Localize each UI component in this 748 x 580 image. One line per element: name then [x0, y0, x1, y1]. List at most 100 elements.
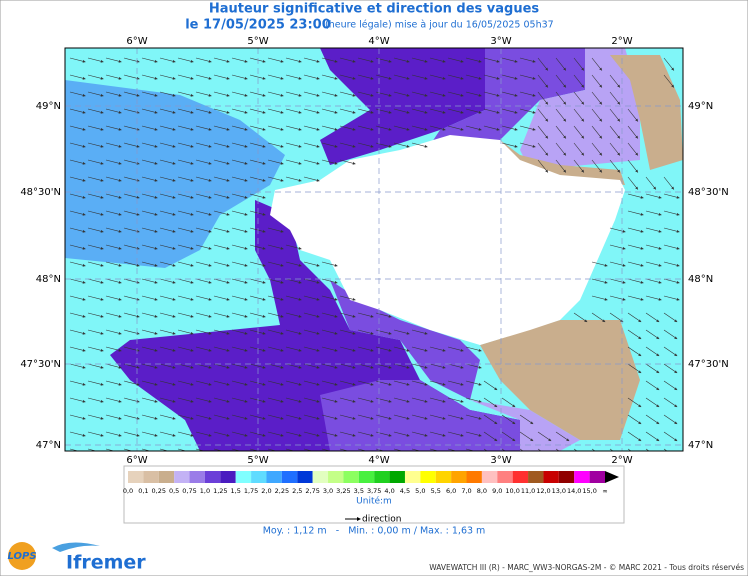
direction-arrow	[267, 380, 284, 386]
direction-arrow	[213, 397, 230, 403]
colorbar-label: 2,25	[275, 487, 289, 495]
arrow-head	[82, 280, 86, 284]
arrow-head	[406, 399, 410, 403]
colorbar-label: 8,0	[477, 487, 487, 495]
direction-arrow	[267, 244, 284, 250]
arrow-head	[208, 161, 212, 165]
direction-arrow	[303, 329, 320, 335]
direction-arrow	[69, 227, 86, 233]
direction-arrow	[267, 261, 284, 267]
arrow-head	[334, 93, 338, 97]
direction-arrow	[267, 108, 284, 114]
arrow-head	[640, 195, 644, 199]
swatch	[435, 471, 452, 483]
arrow-head	[280, 178, 284, 182]
arrow-head	[388, 433, 392, 437]
arrow-head	[172, 416, 176, 420]
arrow-head	[82, 212, 86, 216]
direction-arrow	[303, 397, 320, 403]
arrow-head	[599, 67, 602, 71]
sea-dark	[320, 48, 490, 165]
arrow-head	[512, 438, 516, 442]
direction-arrow	[87, 74, 104, 80]
direction-arrow	[411, 329, 428, 335]
arrow-head	[656, 370, 660, 374]
direction-arrow	[663, 363, 678, 374]
arrow-head	[442, 76, 446, 80]
direction-arrow	[87, 125, 104, 131]
arrow-head	[581, 67, 584, 71]
swatch	[128, 471, 144, 483]
arrow-head	[388, 416, 392, 420]
direction-arrow	[393, 431, 410, 437]
arrow-head	[280, 314, 284, 318]
arrow-head	[100, 195, 104, 199]
direction-arrow	[357, 414, 374, 420]
arrow-head	[352, 382, 356, 386]
arrow-head	[226, 416, 230, 420]
direction-arrow	[627, 397, 642, 408]
direction-arrow	[195, 91, 212, 97]
direction-arrow	[339, 74, 356, 80]
direction-arrow	[267, 159, 284, 165]
arrow-head	[478, 365, 482, 369]
arrow-head	[226, 161, 230, 165]
arrow-head	[226, 348, 230, 352]
arrow-head	[658, 212, 662, 216]
direction-arrow	[483, 414, 498, 425]
arrow-head	[226, 212, 230, 216]
direction-arrow	[231, 57, 248, 63]
arrow-head	[334, 382, 338, 386]
arrow-head	[406, 416, 410, 420]
arrow-head	[460, 93, 464, 97]
arrow-head	[640, 280, 644, 284]
colorbar-label: 3,25	[336, 487, 350, 495]
direction-arrow	[339, 295, 356, 301]
swatch	[512, 471, 529, 483]
arrow-head	[460, 127, 464, 131]
direction-arrow	[375, 346, 392, 352]
direction-arrow	[645, 227, 662, 233]
arrow-head	[298, 178, 302, 182]
direction-arrow	[249, 193, 266, 199]
arrow-head	[262, 110, 266, 114]
arrow-head	[656, 404, 660, 408]
direction-arrow	[429, 91, 446, 97]
direction-arrow	[357, 380, 374, 386]
direction-arrow	[177, 125, 194, 131]
direction-arrow	[141, 414, 158, 420]
arrow-head	[262, 280, 266, 284]
arrow-head	[676, 229, 680, 233]
arrow-head	[298, 127, 302, 131]
arrow-head	[208, 365, 212, 369]
direction-arrow	[627, 210, 644, 216]
arrow-head	[316, 263, 320, 267]
direction-arrow	[285, 380, 302, 386]
arrow-head	[82, 314, 86, 318]
direction-arrow	[465, 397, 482, 403]
direction-arrow	[663, 261, 680, 267]
arrow-head	[244, 348, 248, 352]
direction-arrow	[645, 261, 662, 267]
lat-label: 47°N	[36, 440, 61, 451]
arrow-head	[154, 127, 158, 131]
arrow-head	[172, 212, 176, 216]
arrow-head	[280, 127, 284, 131]
arrow-head	[244, 178, 248, 182]
direction-arrow	[267, 142, 284, 148]
direction-arrow	[105, 295, 122, 301]
direction-arrow	[447, 108, 464, 114]
direction-arrow	[447, 346, 464, 352]
arrow-head	[388, 348, 392, 352]
arrow-head	[442, 382, 446, 386]
colorbar-label: 13,0	[552, 487, 566, 495]
direction-arrow	[213, 108, 230, 114]
arrow-head	[442, 93, 446, 97]
direction-arrow	[627, 346, 642, 357]
direction-arrow	[303, 380, 320, 386]
direction-arrow	[573, 57, 585, 71]
direction-arrow	[87, 295, 104, 301]
arrow-head	[532, 110, 536, 114]
arrow-head	[262, 212, 266, 216]
arrow-head	[334, 365, 338, 369]
